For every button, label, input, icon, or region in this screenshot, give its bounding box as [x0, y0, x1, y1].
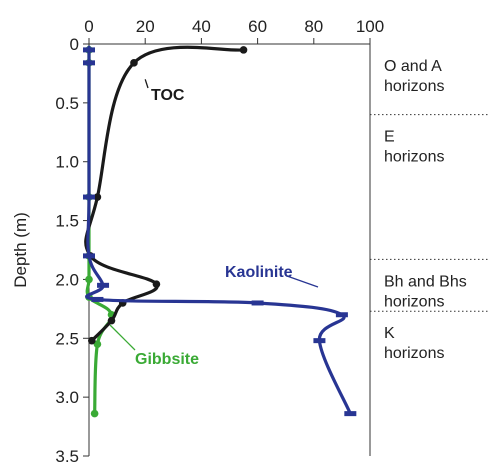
horizon-boundaries — [370, 114, 490, 312]
horizon-label: horizons — [384, 345, 444, 362]
gibbsite-point — [85, 275, 93, 284]
x-tick-label: 20 — [136, 17, 155, 36]
kaolinite-marker — [344, 411, 357, 417]
horizon-label: horizons — [384, 149, 444, 166]
kaolinite-line — [85, 45, 352, 416]
horizon-label: O and A — [384, 58, 442, 75]
toc-point — [93, 193, 102, 201]
horizon-label: horizons — [384, 293, 444, 310]
kaolinite-marker — [313, 338, 326, 344]
x-tick-label: 100 — [356, 17, 384, 36]
axes: 0 20 40 60 80 100 0 0.5 1.0 1.5 2.0 2.5 3.0 3.5 Depth … — [11, 17, 384, 464]
y-tick-label: 0.5 — [55, 94, 79, 113]
y-tick-label: 1.0 — [55, 153, 79, 172]
series-layer — [83, 45, 357, 418]
toc-point — [152, 280, 161, 288]
toc-point — [88, 336, 96, 345]
y-tick-label: 0 — [70, 35, 79, 54]
kaolinite-leader-line — [286, 275, 319, 288]
y-axis-label: Depth (m) — [11, 212, 30, 288]
gibbsite-label: Gibbsite — [135, 351, 199, 368]
gibbsite-line — [85, 45, 114, 416]
y-tick-label: 2.0 — [55, 270, 79, 289]
x-tick-label: 0 — [84, 17, 93, 36]
gibbsite-leader-line — [109, 324, 136, 351]
toc-label: TOC — [151, 87, 185, 104]
kaolinite-marker — [83, 253, 95, 259]
y-tick-label: 1.5 — [55, 212, 79, 231]
gibbsite-point — [90, 409, 99, 418]
x-tick-label: 60 — [248, 17, 267, 36]
gibbsite-point — [93, 340, 102, 348]
horizon-label: horizons — [384, 78, 444, 95]
kaolinite-marker — [97, 282, 110, 288]
kaolinite-marker — [91, 296, 104, 302]
kaolinite-marker — [251, 300, 264, 306]
y-tick-label: 3.5 — [55, 447, 79, 464]
x-tick-label: 40 — [192, 17, 211, 36]
toc-point — [107, 316, 116, 325]
horizon-label: K — [384, 325, 395, 342]
toc-leader-line — [144, 79, 149, 89]
kaolinite-label: Kaolinite — [225, 264, 293, 281]
x-tick-label: 80 — [304, 17, 323, 36]
y-tick-label: 3.0 — [55, 388, 79, 407]
kaolinite-marker — [83, 194, 95, 200]
kaolinite-marker — [83, 47, 95, 53]
horizon-label: E — [384, 129, 395, 146]
horizon-label: Bh and Bhs — [384, 273, 467, 290]
kaolinite-marker — [335, 312, 348, 318]
toc-point — [130, 59, 138, 67]
y-tick-label: 2.5 — [55, 329, 79, 348]
kaolinite-marker — [83, 60, 95, 66]
toc-point — [239, 46, 248, 54]
